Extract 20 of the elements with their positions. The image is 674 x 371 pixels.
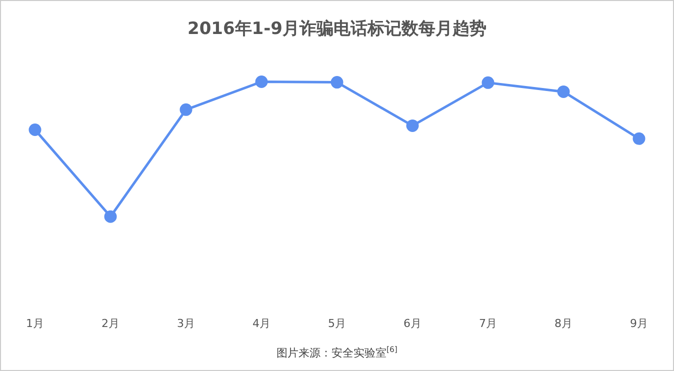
text: 图片来源：安全实验室$^{[6]}$ — [276, 345, 398, 360]
point — [255, 75, 268, 88]
point — [28, 124, 42, 136]
point — [557, 85, 570, 98]
point — [104, 210, 117, 223]
x-tick-label: 4月 — [252, 316, 270, 330]
point — [330, 76, 344, 89]
point — [180, 103, 192, 116]
x-tick-label: 9月 — [630, 316, 648, 330]
point — [482, 76, 494, 89]
point — [406, 119, 419, 132]
x-tick-label: 2月 — [102, 316, 120, 330]
x-tick-label: 6月 — [404, 316, 422, 330]
x-tick-label: 8月 — [554, 316, 572, 330]
x-tick-label: 7月 — [479, 316, 497, 330]
point — [632, 132, 646, 145]
x-tick-label: 5月 — [328, 316, 346, 330]
x-tick-label: 3月 — [177, 316, 195, 330]
chart-title: 2016年1-9月诈骗电话标记数每月趋势 — [186, 18, 488, 40]
x-tick-label: 1月 — [26, 316, 44, 330]
